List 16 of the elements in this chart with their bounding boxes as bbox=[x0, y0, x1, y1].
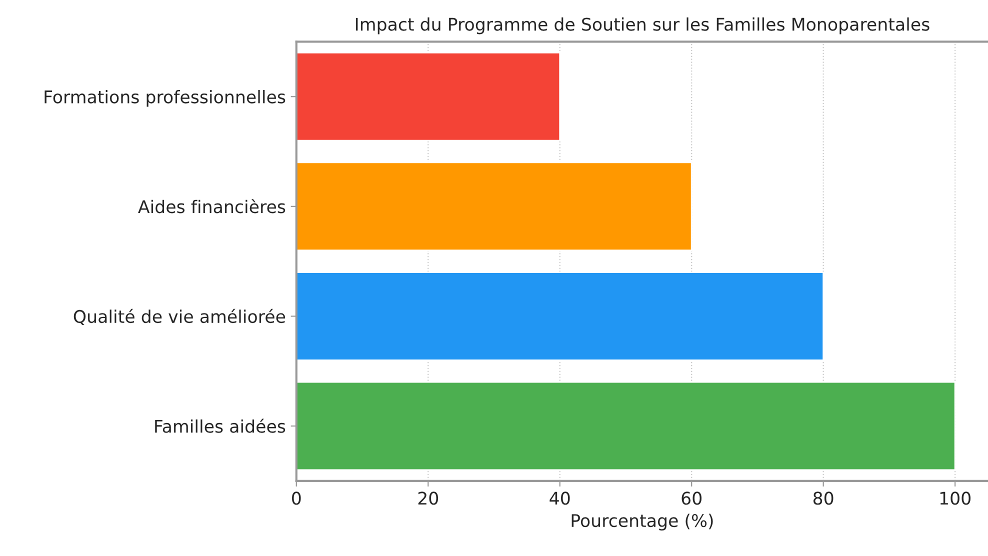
x-tick-label: 60 bbox=[682, 492, 702, 505]
x-axis-title: Pourcentage (%) bbox=[572, 514, 713, 531]
y-tick-label: Aides financières bbox=[138, 199, 286, 214]
bar bbox=[296, 381, 956, 471]
bar bbox=[296, 272, 824, 361]
x-tick-label: 20 bbox=[418, 492, 438, 505]
bar bbox=[296, 52, 561, 142]
x-tick-label: 100 bbox=[940, 492, 970, 505]
y-tick-label: Qualité de vie améliorée bbox=[74, 308, 286, 326]
x-tick-label: 0 bbox=[292, 492, 301, 505]
x-tick-label: 80 bbox=[813, 492, 834, 505]
x-tick-label: 40 bbox=[550, 492, 570, 505]
y-tick-label: Formations professionnelles bbox=[44, 90, 286, 107]
chart-title: Impact du Programme de Soutien sur les Familles Monoparentales bbox=[356, 17, 930, 34]
bar bbox=[296, 162, 692, 252]
y-tick-label: Familles aidées bbox=[155, 418, 286, 433]
